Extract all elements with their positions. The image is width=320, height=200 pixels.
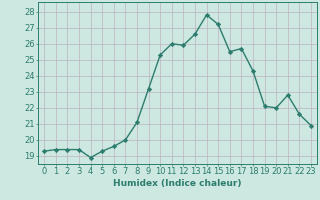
X-axis label: Humidex (Indice chaleur): Humidex (Indice chaleur) bbox=[113, 179, 242, 188]
